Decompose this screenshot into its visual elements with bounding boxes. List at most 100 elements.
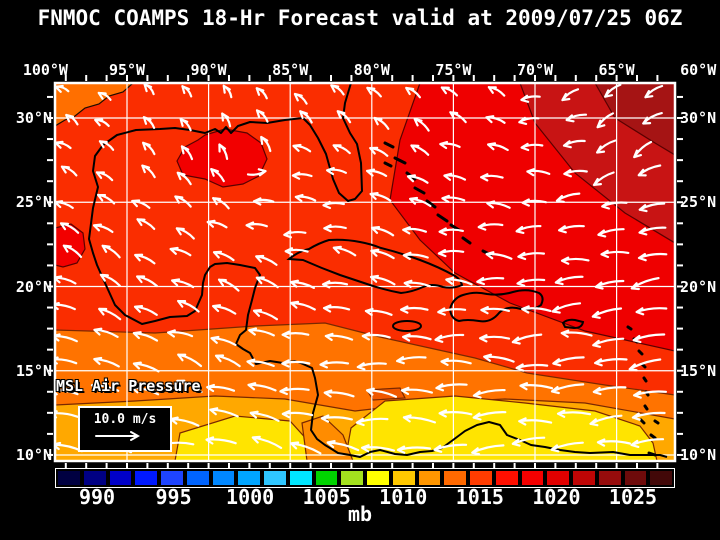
wind-arrow <box>554 275 584 286</box>
lat-label-right: 10°N <box>680 446 717 464</box>
wind-arrow <box>520 94 541 103</box>
wind-arrow <box>92 223 114 233</box>
lon-label: 85°W <box>272 61 309 79</box>
wind-arrow <box>596 112 614 129</box>
wind-arrow <box>556 409 592 418</box>
wind-arrow <box>628 358 662 372</box>
wind-arrow <box>364 307 393 316</box>
wind-arrow <box>600 249 630 259</box>
wind-arrow <box>445 276 473 286</box>
wind-arrow <box>594 279 625 290</box>
wind-arrow <box>521 305 552 314</box>
wind-arrow <box>366 86 382 98</box>
colorbar-cell <box>573 471 595 485</box>
colorbar-cell <box>109 471 132 485</box>
wind-arrow <box>638 202 666 213</box>
lon-label: 100°W <box>22 61 68 79</box>
wind-arrow <box>212 250 235 262</box>
wind-arrow <box>596 139 617 154</box>
wind-arrow <box>245 221 268 230</box>
wind-arrow <box>485 115 506 124</box>
colorbar-cell <box>161 471 183 485</box>
wind-arrow <box>526 168 551 177</box>
wind-arrow <box>336 110 352 124</box>
wind-arrow <box>369 274 396 286</box>
wind-arrow <box>633 390 667 399</box>
wind-arrow <box>516 278 546 287</box>
wind-arrow <box>281 410 314 419</box>
lat-label-left: 20°N <box>15 277 52 296</box>
wind-arrow <box>518 116 540 125</box>
wind-arrow <box>515 363 549 372</box>
lat-label-left: 10°N <box>15 446 52 464</box>
colorbar-cell <box>547 471 569 485</box>
wind-arrow <box>98 307 122 321</box>
wind-arrow <box>167 329 194 338</box>
wind-arrow <box>487 86 506 97</box>
wind-arrow <box>299 110 313 124</box>
wind-arrow <box>252 309 278 321</box>
wind-arrow <box>592 386 627 396</box>
lat-label-left: 15°N <box>15 361 52 380</box>
map-border <box>53 81 677 463</box>
wind-arrow <box>480 173 504 182</box>
wind-arrow <box>292 143 312 153</box>
wind-arrow <box>630 277 660 291</box>
wind-arrow <box>95 171 114 182</box>
wind-arrow <box>290 300 316 311</box>
coastline-jamaica <box>392 320 422 332</box>
wind-arrow <box>141 164 156 179</box>
band-orange-wedge <box>55 83 134 127</box>
wind-arrow <box>255 276 279 289</box>
wind-arrow <box>400 305 429 314</box>
wind-arrow <box>209 407 239 418</box>
wind-arrow <box>472 388 506 399</box>
wind-arrow <box>55 333 78 343</box>
wind-arrow <box>410 144 430 156</box>
wind-arrow <box>555 192 581 203</box>
graticule-layer <box>55 83 675 461</box>
wind-arrow <box>486 200 511 209</box>
wind-arrow <box>356 362 387 371</box>
wind-arrow <box>515 224 542 234</box>
lon-label: 60°W <box>680 61 717 79</box>
wind-arrow <box>441 194 466 203</box>
colorbar-tick-label: 1015 <box>455 485 504 509</box>
wind-arrow <box>477 222 504 231</box>
colorbar-cell <box>418 471 441 485</box>
colorbar-cell <box>495 471 518 485</box>
wind-arrow <box>406 174 429 184</box>
wind-arrow <box>214 354 241 368</box>
wind-arrow <box>255 254 278 266</box>
wind-arrow <box>143 83 155 96</box>
wind-arrow <box>591 307 623 319</box>
wind-arrow <box>330 84 345 96</box>
wind-arrow <box>60 165 78 177</box>
colorbar-unit: mb <box>347 502 373 526</box>
wind-arrow <box>97 193 116 205</box>
colorbar-cell <box>238 471 260 485</box>
wind-arrow <box>177 353 203 368</box>
page-title: FNMOC COAMPS 18-Hr Forecast valid at 200… <box>37 6 683 30</box>
wind-arrow <box>169 246 192 257</box>
wind-arrow <box>550 383 585 395</box>
wind-arrow <box>290 279 315 289</box>
lon-label: 90°W <box>190 61 227 79</box>
colorbar-cell <box>58 471 80 485</box>
wind-arrow <box>562 139 586 149</box>
wind-arrow <box>291 171 313 180</box>
lat-label-right: 30°N <box>680 109 717 127</box>
coastline-puerto-rico <box>561 318 585 330</box>
lat-label-left: 25°N <box>15 193 52 212</box>
wind-arrow <box>644 84 664 99</box>
wind-arrow <box>630 438 665 448</box>
wind-arrow <box>601 201 628 210</box>
wind-arrow <box>326 440 360 452</box>
colorbar-tick-label: 1020 <box>532 485 581 509</box>
wind-arrow <box>279 386 310 396</box>
wind-arrow <box>322 304 351 313</box>
lon-label: 80°W <box>353 61 390 79</box>
wind-arrow <box>479 334 511 343</box>
wind-arrow <box>246 168 267 177</box>
